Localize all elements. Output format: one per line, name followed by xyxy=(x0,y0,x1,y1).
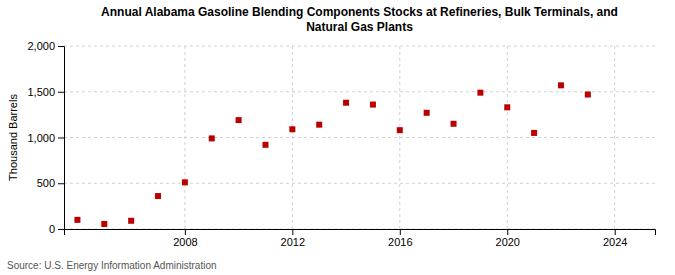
x-grid-line xyxy=(399,46,400,229)
x-grid-line xyxy=(507,46,508,229)
y-tick-label: 1,500 xyxy=(27,86,55,98)
x-tick: 2024 xyxy=(603,229,627,248)
x-grid-line xyxy=(614,46,615,229)
x-tick-mark xyxy=(292,229,293,235)
y-grid-line xyxy=(64,91,655,92)
x-tick-mark xyxy=(185,229,186,235)
y-grid-line xyxy=(64,137,655,138)
x-grid-line xyxy=(184,46,185,229)
y-tick-mark xyxy=(58,183,64,184)
x-tick-mark xyxy=(507,229,508,235)
x-axis-line xyxy=(65,230,656,236)
x-tick: 2008 xyxy=(173,229,197,248)
y-tick: 0 xyxy=(49,223,64,235)
y-tick: 1,000 xyxy=(27,132,64,144)
y-tick: 1,500 xyxy=(27,86,64,98)
y-tick: 500 xyxy=(37,177,64,189)
y-tick-mark xyxy=(58,138,64,139)
x-grid-line xyxy=(292,46,293,229)
point xyxy=(424,110,430,116)
y-tick-mark xyxy=(58,92,64,93)
point xyxy=(262,142,268,148)
x-tick-label: 2012 xyxy=(281,236,305,248)
point xyxy=(585,91,591,97)
y-grid-line xyxy=(64,183,655,184)
point xyxy=(316,122,322,128)
y-tick-label: 1,000 xyxy=(27,132,55,144)
point xyxy=(128,218,134,224)
x-axis: 2008 2012 2016 2020 2024 xyxy=(65,229,656,248)
x-tick: 2020 xyxy=(496,229,520,248)
point xyxy=(182,179,188,185)
x-tick: 2012 xyxy=(281,229,305,248)
point xyxy=(451,121,457,127)
point xyxy=(289,126,295,132)
x-tick: 2016 xyxy=(388,229,412,248)
point xyxy=(343,100,349,106)
point xyxy=(504,104,510,110)
point xyxy=(209,135,215,141)
y-tick-label: 500 xyxy=(37,177,55,189)
point xyxy=(155,193,161,199)
y-tick-mark xyxy=(58,229,64,230)
x-tick-label: 2008 xyxy=(173,236,197,248)
x-tick-label: 2024 xyxy=(603,236,627,248)
chart-svg: 2008 2012 2016 2020 2024 0 500 1,000 1,500 2,000 A… xyxy=(0,0,675,275)
x-tick-label: 2016 xyxy=(388,236,412,248)
point xyxy=(558,82,564,88)
point xyxy=(477,90,483,96)
y-tick-mark xyxy=(58,46,64,47)
y-axis-title: Thousand Barrels xyxy=(7,94,19,181)
y-axis-line xyxy=(58,47,65,230)
points xyxy=(74,82,590,227)
chart-container: 2008 2012 2016 2020 2024 0 500 1,000 1,500 2,000 A… xyxy=(0,0,675,275)
point xyxy=(74,217,80,223)
title-line: Annual Alabama Gasoline Blending Compone… xyxy=(101,5,618,19)
source-note: Source: U.S. Energy Information Administ… xyxy=(7,260,217,271)
y-tick-label: 2,000 xyxy=(27,40,55,52)
title-line: Natural Gas Plants xyxy=(306,20,413,34)
x-tick-mark xyxy=(400,229,401,235)
y-grid-line xyxy=(64,46,655,47)
y-axis: 0 500 1,000 1,500 2,000 xyxy=(27,40,64,235)
point xyxy=(101,221,107,227)
point xyxy=(236,117,242,123)
title: Annual Alabama Gasoline Blending Compone… xyxy=(101,5,618,34)
point xyxy=(531,130,537,136)
point xyxy=(370,102,376,108)
x-tick-label: 2020 xyxy=(496,236,520,248)
y-tick-label: 0 xyxy=(49,223,55,235)
point xyxy=(397,127,403,133)
y-tick: 2,000 xyxy=(27,40,64,52)
x-tick-mark xyxy=(615,229,616,235)
grid xyxy=(64,46,655,229)
